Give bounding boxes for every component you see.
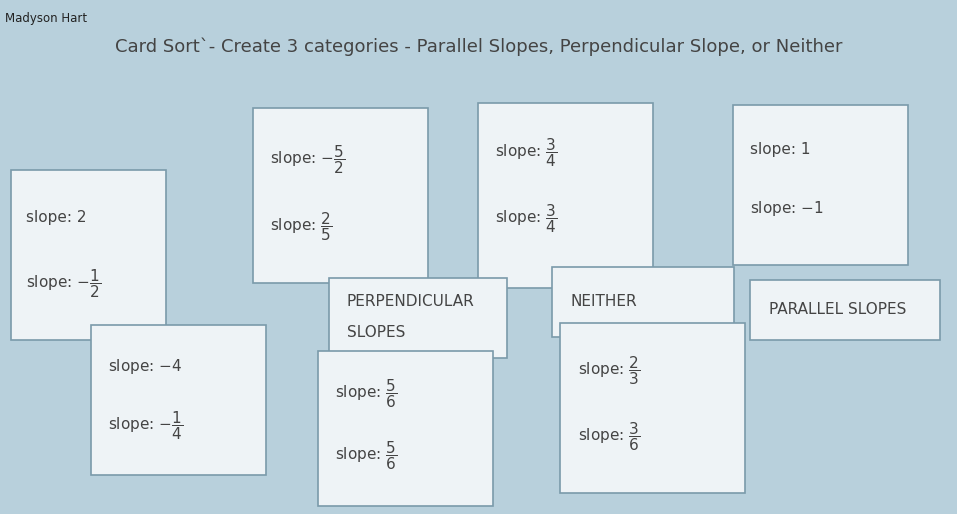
Text: slope: $\dfrac{3}{4}$: slope: $\dfrac{3}{4}$ [495,136,557,169]
Text: SLOPES: SLOPES [346,325,405,340]
Text: slope: $\dfrac{2}{5}$: slope: $\dfrac{2}{5}$ [270,210,332,243]
Text: slope: $\dfrac{3}{6}$: slope: $\dfrac{3}{6}$ [578,420,640,453]
Text: slope: $\dfrac{3}{4}$: slope: $\dfrac{3}{4}$ [495,203,557,235]
Text: slope: $-\dfrac{1}{2}$: slope: $-\dfrac{1}{2}$ [26,267,101,300]
Text: slope: $-4$: slope: $-4$ [108,358,182,376]
FancyBboxPatch shape [552,267,734,337]
Text: PARALLEL SLOPES: PARALLEL SLOPES [769,303,906,318]
FancyBboxPatch shape [329,278,507,358]
Text: slope: $\dfrac{2}{3}$: slope: $\dfrac{2}{3}$ [578,354,640,387]
Text: slope: $-1$: slope: $-1$ [750,199,824,218]
Text: NEITHER: NEITHER [570,295,636,309]
FancyBboxPatch shape [478,102,653,287]
Text: slope: $\dfrac{5}{6}$: slope: $\dfrac{5}{6}$ [335,439,397,472]
FancyBboxPatch shape [91,325,265,475]
Text: PERPENDICULAR: PERPENDICULAR [346,295,475,309]
Text: slope: 1: slope: 1 [750,142,811,157]
Text: Madyson Hart: Madyson Hart [5,12,87,25]
FancyBboxPatch shape [732,105,907,265]
FancyBboxPatch shape [560,323,745,493]
Text: slope: $\dfrac{5}{6}$: slope: $\dfrac{5}{6}$ [335,377,397,410]
FancyBboxPatch shape [253,107,428,283]
Text: slope: 2: slope: 2 [26,210,86,225]
Text: slope: $-\dfrac{5}{2}$: slope: $-\dfrac{5}{2}$ [270,143,345,176]
Text: Card Sort`- Create 3 categories - Parallel Slopes, Perpendicular Slope, or Neith: Card Sort`- Create 3 categories - Parall… [115,38,842,57]
FancyBboxPatch shape [11,170,166,340]
Text: slope: $-\dfrac{1}{4}$: slope: $-\dfrac{1}{4}$ [108,409,183,442]
FancyBboxPatch shape [318,351,493,505]
FancyBboxPatch shape [750,280,940,340]
